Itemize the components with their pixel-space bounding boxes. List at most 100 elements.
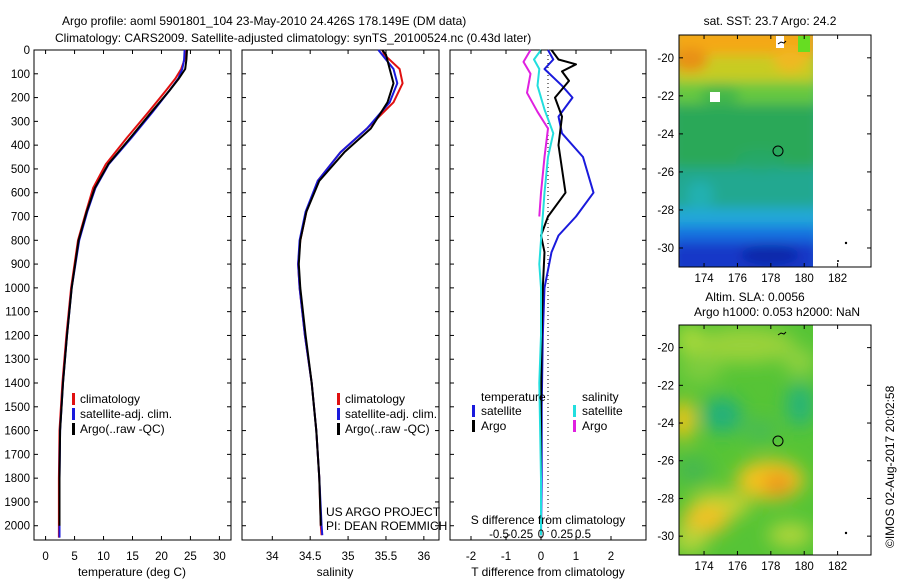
sla-heatmap <box>679 325 813 555</box>
y-tick-label: 2000 <box>4 521 30 533</box>
x2-tick-label: -0.25 <box>507 529 533 541</box>
argo-location-marker <box>772 145 784 157</box>
map-y-tick-label: -24 <box>657 418 674 430</box>
sla-map-title: Altim. SLA: 0.0056 <box>705 290 805 304</box>
legend-satellite: satellite-adj. clim. <box>80 407 172 421</box>
map-y-tick-label: -30 <box>657 243 674 255</box>
x-tick-label: 36 <box>417 551 430 563</box>
x-tick-label: 5 <box>71 551 77 563</box>
legend-satellite: satellite-adj. clim. <box>345 407 437 421</box>
y-tick-label: 1700 <box>4 449 30 461</box>
map-x-tick-label: 174 <box>694 273 714 285</box>
x-tick-label: 0 <box>42 551 48 563</box>
map-x-tick-label: 180 <box>795 561 814 573</box>
x-tick-label: 10 <box>97 551 110 563</box>
legend-sal-satellite: satellite <box>582 404 623 418</box>
x-tick-label: 34.5 <box>299 551 321 563</box>
difference-panel: -2 -1 0 1 2 -0.5-0.25 0 0.25 0.5 T difference fr… <box>449 49 647 579</box>
legend-climatology: climatology <box>345 392 405 406</box>
map-y-tick-label: -20 <box>657 53 674 65</box>
x2-tick-label: 0.25 <box>551 529 573 541</box>
x-tick-label: 15 <box>126 551 139 563</box>
sla-map-panel: Altim. SLA: 0.0056 Argo h1000: 0.053 h20… <box>657 290 872 573</box>
map-x-tick-label: 182 <box>828 273 847 285</box>
y-tick-label: 1900 <box>4 497 30 509</box>
temperature-legend: climatology satellite-adj. clim. Argo(..… <box>72 392 172 436</box>
legend-climatology: climatology <box>80 392 140 406</box>
sst-map-panel: sat. SST: 23.7 Argo: 24.2 <box>657 14 872 285</box>
difference-legend: temperature satellite Argo salinity sate… <box>472 390 623 433</box>
x-tick-label: 35 <box>342 551 355 563</box>
y-tick-label: 200 <box>11 93 30 105</box>
map-x-tick-label: 178 <box>761 561 780 573</box>
x-tick-label: -1 <box>501 551 511 563</box>
map-y-tick-label: -30 <box>657 531 674 543</box>
y-tick-label: 100 <box>11 69 30 81</box>
map-x-tick-label: 176 <box>728 561 747 573</box>
sst-map-title: sat. SST: 23.7 Argo: 24.2 <box>704 14 837 28</box>
map-x-tick-label: 182 <box>828 561 847 573</box>
map-y-tick-label: -26 <box>657 456 674 468</box>
map-y-tick-label: -28 <box>657 493 674 505</box>
title-line2: Climatology: CARS2009. Satellite-adjuste… <box>55 31 531 45</box>
temperature-panel: 0 5 10 15 20 25 30 0 100 200 300 400 500 600 700 800 90… <box>4 45 232 579</box>
y-tick-label: 900 <box>11 259 30 271</box>
y-tick-label: 1300 <box>4 354 30 366</box>
salinity-series-argorawqc <box>297 49 395 526</box>
y-tick-label: 800 <box>11 235 30 247</box>
x2-tick-label: 0 <box>538 529 544 541</box>
map-x-tick-label: 176 <box>728 273 747 285</box>
legend-temp-argo: Argo <box>481 419 507 433</box>
x-tick-label: 2 <box>608 551 614 563</box>
legend-temperature-header: temperature <box>481 390 546 404</box>
y-tick-label: 500 <box>11 164 30 176</box>
map-y-tick-label: -22 <box>657 380 674 392</box>
y-tick-label: 600 <box>11 188 30 200</box>
sst-heatmap <box>679 35 813 267</box>
legend-sal-argo: Argo <box>582 419 608 433</box>
x2-tick-label: 0.5 <box>575 529 591 541</box>
difference-series-salinity-satellite <box>533 49 555 536</box>
map-x-tick-label: 174 <box>694 561 714 573</box>
x-tick-label: 20 <box>155 551 168 563</box>
x2-tick-label: -0.5 <box>489 529 509 541</box>
project-annotation-2: PI: DEAN ROEMMICH <box>326 519 447 533</box>
temperature-xlabel: temperature (deg C) <box>78 565 186 579</box>
legend-temp-satellite: satellite <box>481 404 522 418</box>
legend-argo: Argo(..raw -QC) <box>80 422 165 436</box>
x-tick-label: 30 <box>213 551 226 563</box>
y-tick-label: 300 <box>11 116 30 128</box>
y-tick-label: 700 <box>11 212 30 224</box>
legend-argo: Argo(..raw -QC) <box>345 422 430 436</box>
map-y-tick-label: -24 <box>657 129 674 141</box>
y-tick-label: 1000 <box>4 283 30 295</box>
x-tick-label: 1 <box>573 551 579 563</box>
salinity-legend: climatology satellite-adj. clim. Argo(..… <box>337 392 437 436</box>
project-annotation-1: US ARGO PROJECT <box>326 505 441 519</box>
temperature-axes <box>33 49 232 541</box>
y-tick-label: 400 <box>11 140 30 152</box>
map-x-tick-label: 178 <box>761 273 780 285</box>
x-tick-label: 25 <box>184 551 197 563</box>
map-y-tick-label: -20 <box>657 343 674 355</box>
difference-series-temperature-argo <box>540 49 577 526</box>
salinity-xlabel: salinity <box>317 565 354 579</box>
map-y-tick-label: -28 <box>657 205 674 217</box>
temperature-series-argorawqc <box>58 49 188 526</box>
x-tick-label: -2 <box>466 551 476 563</box>
title-line1: Argo profile: aoml 5901801_104 23-May-20… <box>62 14 466 28</box>
sla-map-subtitle: Argo h1000: 0.053 h2000: NaN <box>694 305 860 319</box>
map-x-tick-label: 180 <box>795 273 814 285</box>
map-y-tick-label: -26 <box>657 167 674 179</box>
imos-credit: ©IMOS 02-Aug-2017 20:02:58 <box>883 385 897 548</box>
x-tick-label: 0 <box>538 551 544 563</box>
legend-salinity-header: salinity <box>582 390 619 404</box>
t-difference-xlabel: T difference from climatology <box>471 565 625 579</box>
y-tick-label: 1500 <box>4 402 30 414</box>
y-tick-label: 1600 <box>4 426 30 438</box>
y-tick-label: 1100 <box>5 307 30 319</box>
salinity-panel: 34 34.5 35 35.5 36 salinity climatology sate… <box>241 49 447 579</box>
sla-map-axes <box>678 324 872 556</box>
y-tick-label: 1200 <box>4 330 30 342</box>
